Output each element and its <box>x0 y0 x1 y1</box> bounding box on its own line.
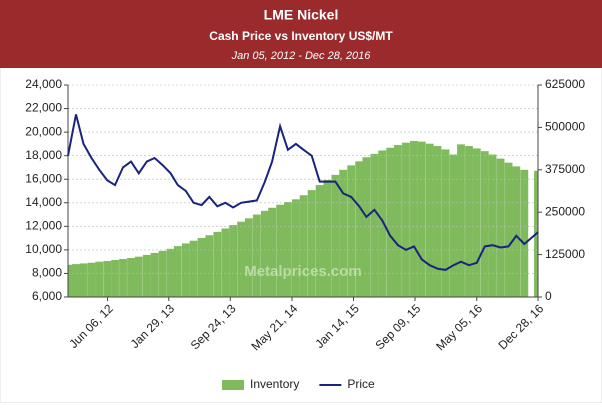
watermark: Metalprices.com <box>244 263 362 280</box>
inventory-bar <box>127 257 135 297</box>
y-tick-label: 8,000 <box>32 266 62 280</box>
inventory-bar <box>72 264 80 297</box>
date-range: Jan 05, 2012 - Dec 28, 2016 <box>231 50 372 62</box>
inventory-bar <box>276 204 285 297</box>
inventory-bar <box>410 140 418 297</box>
inventory-bar <box>315 185 324 297</box>
legend-swatch <box>222 380 244 390</box>
inventory-bar <box>95 261 104 297</box>
inventory-bar <box>189 240 198 297</box>
chart-title: LME Nickel <box>264 7 339 23</box>
inventory-bar <box>260 210 269 297</box>
inventory-bar <box>119 259 127 297</box>
legend-label: Price <box>347 377 375 391</box>
inventory-bar <box>425 143 434 297</box>
inventory-bar <box>142 254 151 297</box>
inventory-bar <box>103 261 112 297</box>
inventory-bar <box>496 158 505 297</box>
inventory-bar <box>244 218 253 297</box>
header-band <box>0 0 602 68</box>
y2-tick-label: 500000 <box>545 120 585 134</box>
inventory-bar <box>394 145 402 297</box>
inventory-bar <box>449 154 458 297</box>
legend-label: Inventory <box>250 377 299 391</box>
y-tick-label: 12,000 <box>25 219 62 233</box>
inventory-bar <box>441 149 450 297</box>
inventory-bar <box>417 141 426 297</box>
inventory-bar <box>166 248 175 297</box>
inventory-bar <box>299 195 308 297</box>
inventory-bar <box>213 231 222 297</box>
inventory-bar <box>386 147 395 297</box>
inventory-bar <box>512 166 521 297</box>
y2-tick-label: 0 <box>545 289 552 303</box>
inventory-bar <box>237 221 246 297</box>
inventory-bar <box>173 246 182 297</box>
inventory-bar <box>347 165 356 297</box>
inventory-bar <box>134 256 143 297</box>
y-tick-label: 14,000 <box>25 195 62 209</box>
inventory-bar <box>362 157 371 297</box>
inventory-bar <box>323 179 332 297</box>
inventory-bar <box>68 264 76 297</box>
y-tick-label: 22,000 <box>25 101 62 115</box>
y2-tick-label: 625000 <box>545 77 585 91</box>
inventory-bar <box>378 150 387 297</box>
y-tick-label: 20,000 <box>25 124 62 138</box>
inventory-bar <box>488 154 497 297</box>
inventory-bar <box>150 252 159 297</box>
chart-subtitle: Cash Price vs Inventory US$/MT <box>209 29 393 43</box>
inventory-bar <box>181 243 190 297</box>
inventory-bar <box>339 169 348 297</box>
inventory-bar <box>205 235 214 297</box>
inventory-bar <box>331 174 340 297</box>
inventory-bar <box>79 263 88 297</box>
y-tick-label: 10,000 <box>25 242 62 256</box>
inventory-bar <box>504 162 513 297</box>
inventory-bar <box>229 225 238 297</box>
inventory-bar <box>457 144 465 297</box>
inventory-bar <box>252 214 261 297</box>
inventory-bar <box>402 142 410 297</box>
inventory-bar <box>87 262 96 297</box>
inventory-bar <box>355 161 364 297</box>
inventory-bar <box>283 202 292 297</box>
inventory-bar <box>221 228 230 297</box>
inventory-bar <box>197 237 206 297</box>
y2-tick-label: 125000 <box>545 247 585 261</box>
y2-tick-label: 250000 <box>545 204 585 218</box>
inventory-bar <box>465 146 473 297</box>
inventory-bar <box>520 169 529 297</box>
price-line <box>67 114 539 271</box>
y-tick-label: 6,000 <box>32 289 62 303</box>
inventory-bar <box>472 148 481 297</box>
inventory-bar <box>268 207 277 297</box>
inventory-bar <box>111 260 119 297</box>
inventory-bar <box>291 199 300 297</box>
inventory-bar <box>307 190 316 297</box>
y2-tick-label: 375000 <box>545 162 585 176</box>
inventory-bar <box>480 151 489 297</box>
inventory-bar <box>370 153 379 297</box>
inventory-bar <box>433 146 442 297</box>
inventory-bar <box>158 250 167 297</box>
y-tick-label: 16,000 <box>25 171 62 185</box>
y-tick-label: 18,000 <box>25 148 62 162</box>
y-tick-label: 24,000 <box>25 77 62 91</box>
